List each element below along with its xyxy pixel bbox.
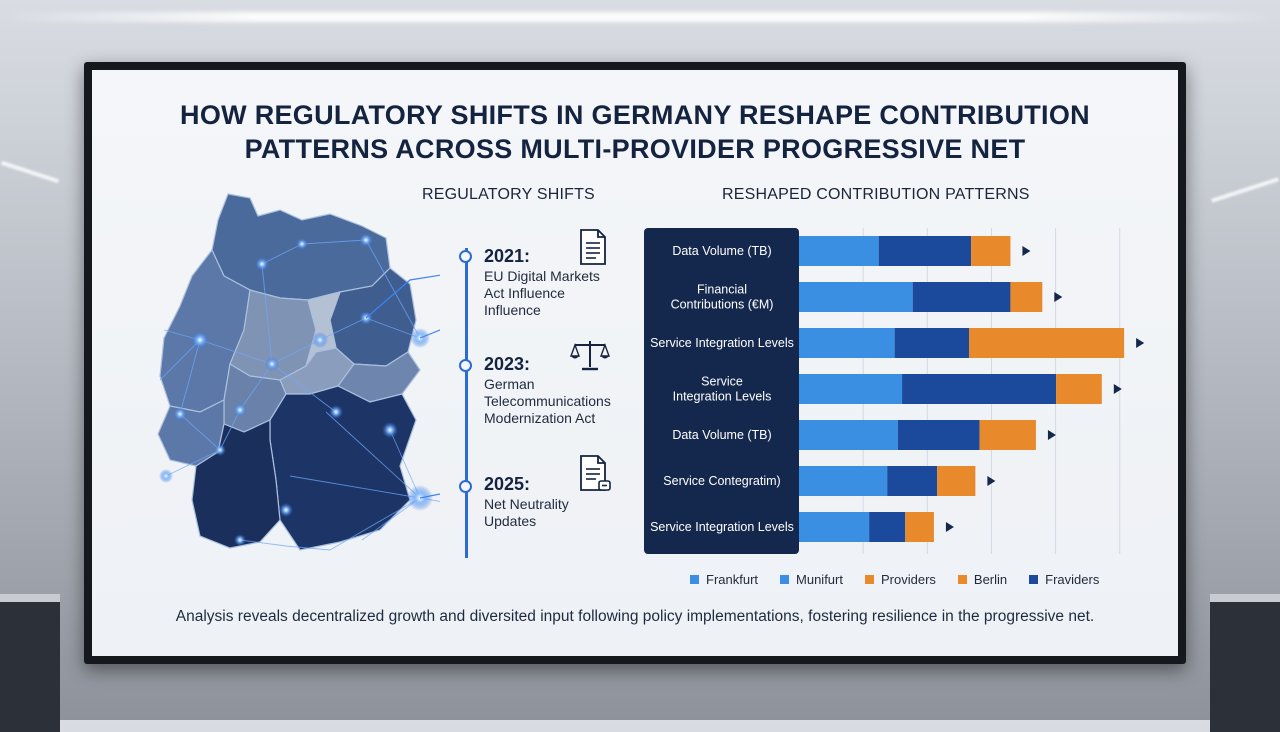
display-monitor: HOW REGULATORY SHIFTS IN GERMANY RESHAPE… <box>84 62 1186 664</box>
map-region-bavaria <box>269 385 417 551</box>
title-line-2: PATTERNS ACROSS MULTI-PROVIDER PROGRESSI… <box>244 134 1026 164</box>
event-description: German Telecommunications Modernization … <box>484 376 644 427</box>
legend-label: Frankfurt <box>706 572 759 587</box>
legend-swatch <box>780 575 790 584</box>
regulatory-heading: REGULATORY SHIFTS <box>422 186 595 203</box>
bar-segment-1 <box>799 328 895 358</box>
legend-label: Providers <box>880 572 936 587</box>
category-label-panel <box>644 228 799 554</box>
bar-segment-3 <box>1056 374 1102 404</box>
bar-segment-2 <box>887 466 938 496</box>
bar-segment-2 <box>897 420 980 450</box>
legend-item: Munifurt <box>780 572 843 587</box>
category-label: Financial Contributions (€M) <box>671 283 774 312</box>
map-region-baden <box>191 419 281 549</box>
category-label: Service Contegratim) <box>663 474 780 488</box>
bar-end-arrow <box>1022 246 1031 256</box>
event-description: EU Digital Markets Act Influence Influen… <box>484 268 644 319</box>
bar-segment-3 <box>979 420 1036 450</box>
category-label: Data Volume (TB) <box>672 428 771 442</box>
bar-segment-1 <box>799 466 888 496</box>
legend-label: Fraviders <box>1045 572 1100 587</box>
bar-segment-2 <box>869 512 906 542</box>
bar-end-arrow <box>987 476 996 486</box>
timeline-dot-2025 <box>459 480 472 493</box>
bar-segment-1 <box>799 236 879 266</box>
bar-end-arrow <box>1054 292 1063 302</box>
bar-end-arrow <box>1047 430 1056 440</box>
timeline-dot-2021 <box>459 250 472 263</box>
bar-segment-2 <box>878 236 972 266</box>
bar-segment-1 <box>799 512 870 542</box>
event-desc-line: Modernization Act <box>484 410 596 426</box>
event-description: Net Neutrality Updates <box>484 496 644 530</box>
network-nodes <box>159 233 433 546</box>
bar-segment-1 <box>799 282 913 312</box>
bar-segment-2 <box>894 328 969 358</box>
desk-right <box>1210 594 1280 732</box>
event-desc-line: Act Influence <box>484 285 565 301</box>
legend-swatch <box>690 575 699 584</box>
event-year: 2021: <box>484 246 531 266</box>
bar-segment-3 <box>937 466 976 496</box>
bar-end-arrow <box>1113 384 1122 394</box>
category-label: Service Integration Levels <box>673 375 772 404</box>
event-desc-line: German <box>484 376 535 392</box>
event-desc-line: EU Digital Markets <box>484 268 600 284</box>
timeline-line <box>465 248 468 558</box>
bar-segment-3 <box>969 328 1125 358</box>
chart-heading: RESHAPED CONTRIBUTION PATTERNS <box>722 186 1030 203</box>
legend-swatch <box>864 575 874 584</box>
event-desc-line: Net Neutrality <box>484 496 569 512</box>
legend-label: Munifurt <box>796 572 843 587</box>
legend-item: Providers <box>864 572 936 587</box>
bar-segment-2 <box>912 282 1011 312</box>
scales-icon <box>570 341 610 371</box>
category-label: Data Volume (TB) <box>672 244 771 258</box>
document-icon <box>580 229 606 265</box>
wall-light-right <box>1211 177 1279 203</box>
event-desc-line: Influence <box>484 302 541 318</box>
contribution-bar-chart: Data Volume (TB) Financial Contributions (… <box>644 228 1144 554</box>
category-label: Service Integration Levels <box>650 336 794 350</box>
bar-end-arrow <box>1136 338 1144 348</box>
wall-light-left <box>0 160 60 184</box>
bar-segment-3 <box>905 512 934 542</box>
timeline-dot-2023 <box>459 359 472 372</box>
map-callout-lines <box>365 274 440 499</box>
legend-item: Frankfurt <box>690 572 758 587</box>
infographic-screen: HOW REGULATORY SHIFTS IN GERMANY RESHAPE… <box>92 70 1178 656</box>
legend-item: Berlin <box>957 572 1008 587</box>
category-label: Service Integration Levels <box>650 520 794 534</box>
legend-swatch <box>957 575 967 584</box>
legend-swatch <box>1029 575 1039 584</box>
legend-label: Berlin <box>973 572 1008 587</box>
bar-segment-1 <box>799 420 898 450</box>
footer-summary: Analysis reveals decentralized growth an… <box>175 608 1095 625</box>
event-desc-line: Telecommunications <box>484 393 611 409</box>
bar-segment-3 <box>1010 282 1043 312</box>
title-line-1: HOW REGULATORY SHIFTS IN GERMANY RESHAPE… <box>180 100 1090 130</box>
event-year: 2025: <box>484 474 531 494</box>
bar-end-arrow <box>945 522 954 532</box>
event-desc-line: Updates <box>484 513 537 529</box>
page-title: HOW REGULATORY SHIFTS IN GERMANY RESHAPE… <box>92 98 1178 166</box>
document-minus-icon <box>580 455 611 491</box>
event-year: 2023: <box>484 354 531 374</box>
germany-map <box>157 193 440 551</box>
chart-legend: Frankfurt Munifurt Providers Berlin Fravider… <box>690 572 1121 587</box>
bar-segment-1 <box>799 374 903 404</box>
legend-item: Fraviders <box>1029 572 1099 587</box>
bar-segment-3 <box>971 236 1011 266</box>
bar-segment-2 <box>902 374 1057 404</box>
ceiling-light <box>0 12 1280 22</box>
desk-left <box>0 594 60 732</box>
